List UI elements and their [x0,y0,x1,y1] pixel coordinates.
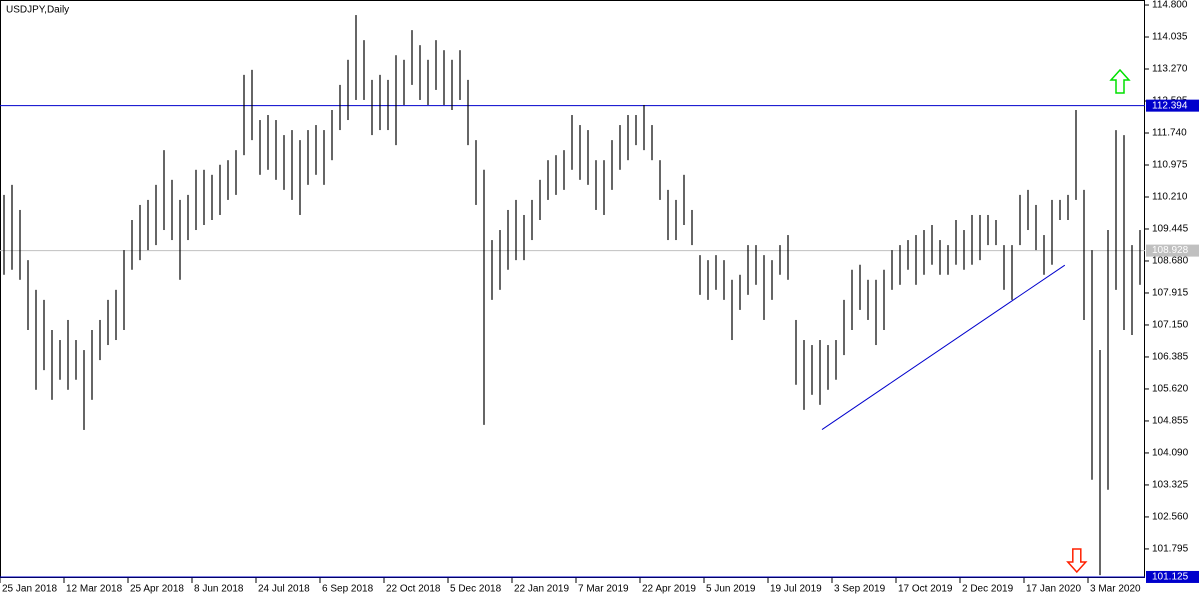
chart-title: USDJPY,Daily [6,5,69,16]
y-tick-label: 106.385 [1152,352,1189,363]
y-tick-label: 107.915 [1152,288,1189,299]
y-tick-label: 111.740 [1152,128,1187,139]
price-marker [1146,244,1199,257]
x-tick-label: 5 Jun 2019 [706,584,756,595]
y-tick-label: 103.325 [1152,480,1189,491]
y-tick-label: 109.445 [1152,224,1189,235]
y-tick-label: 108.680 [1152,256,1189,267]
price-marker [1146,99,1199,112]
y-tick-label: 107.150 [1152,320,1189,331]
y-tick-label: 104.090 [1152,448,1189,459]
x-tick-label: 24 Jul 2018 [258,584,310,595]
y-tick-label: 110.210 [1152,192,1188,203]
x-tick-label: 5 Dec 2018 [450,584,502,595]
x-tick-label: 22 Oct 2018 [386,584,441,595]
x-tick-label: 8 Jun 2018 [194,584,244,595]
x-tick-label: 3 Sep 2019 [834,584,886,595]
y-tick-label: 104.855 [1152,416,1189,427]
arrow-up [1109,68,1131,94]
y-tick-label: 102.560 [1152,512,1189,523]
price-marker-label: 101.125 [1152,572,1189,583]
arrow-down [1066,548,1088,574]
plot-frame [0,0,1145,578]
x-tick-label: 22 Apr 2019 [642,584,696,595]
x-tick-label: 12 Mar 2018 [66,584,123,595]
x-tick-label: 17 Jan 2020 [1026,584,1081,595]
price-marker [1146,570,1199,583]
price-marker-label: 112.394 [1152,100,1188,111]
x-tick-label: 25 Apr 2018 [130,584,184,595]
y-tick-label: 114.800 [1152,0,1188,11]
y-tick-label: 114.035 [1152,32,1188,43]
x-tick-label: 25 Jan 2018 [2,584,57,595]
y-tick-label: 110.975 [1152,160,1188,171]
trend-line [821,264,1066,430]
x-tick-label: 22 Jan 2019 [514,584,569,595]
x-tick-label: 2 Dec 2019 [962,584,1014,595]
price-marker-label: 108.928 [1152,245,1189,256]
x-tick-label: 6 Sep 2018 [322,584,374,595]
y-tick-label: 113.270 [1152,64,1188,75]
x-tick-label: 7 Mar 2019 [578,584,629,595]
y-tick-label: 105.620 [1152,384,1189,395]
x-tick-label: 17 Oct 2019 [898,584,953,595]
y-tick-label: 101.795 [1152,544,1189,555]
x-tick-label: 19 Jul 2019 [770,584,822,595]
x-tick-label: 3 Mar 2020 [1090,584,1141,595]
